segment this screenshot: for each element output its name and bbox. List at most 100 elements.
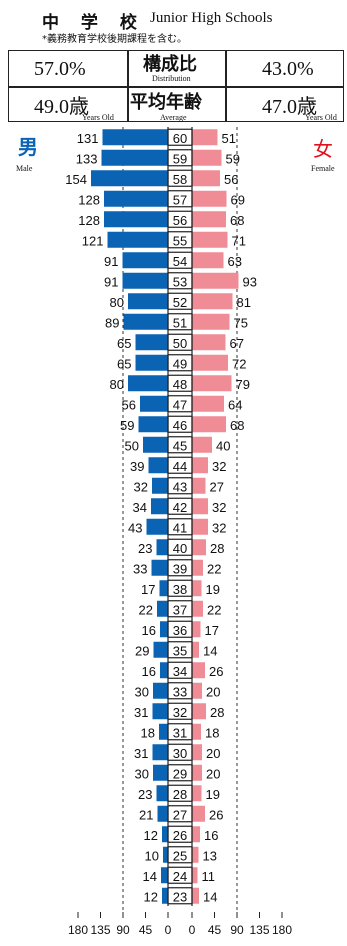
male-value-label: 80 [110,295,124,310]
male-value-label: 30 [135,766,149,781]
female-label-en: Female [311,164,335,173]
age-label: 47 [173,397,187,412]
distribution-label: 構成比 [143,54,197,75]
male-value-label: 59 [120,418,134,433]
female-value-label: 32 [212,459,226,474]
male-bar [152,744,168,761]
female-value-label: 67 [230,336,244,351]
female-value-label: 26 [209,664,223,679]
female-value-label: 18 [205,725,219,740]
female-value-label: 20 [206,746,220,761]
male-bar [104,190,168,207]
age-label: 56 [173,213,187,228]
male-bar [159,723,168,740]
male-bar [153,682,168,699]
x-tick-label-female: 90 [230,923,244,937]
male-bar [122,252,168,269]
x-tick-label-male: 0 [165,923,172,937]
female-value-label: 75 [234,315,248,330]
male-bar [143,436,168,453]
female-bar [192,662,205,679]
male-bar [156,785,168,802]
age-label: 23 [173,889,187,904]
male-value-label: 34 [133,500,147,515]
male-bar [151,559,168,576]
female-value-label: 72 [232,356,246,371]
male-value-label: 16 [142,664,156,679]
female-value-label: 40 [216,438,230,453]
female-value-label: 56 [224,172,238,187]
female-value-label: 22 [207,602,221,617]
male-bar [91,170,168,187]
male-bar [152,703,168,720]
male-bar [128,375,168,392]
male-value-label: 89 [105,315,119,330]
x-tick-label-male: 45 [139,923,153,937]
female-value-label: 14 [203,643,217,658]
male-bar [161,867,168,884]
male-value-label: 12 [144,828,158,843]
male-value-label: 91 [104,254,118,269]
female-bar [192,477,206,494]
female-value-label: 22 [207,561,221,576]
female-value-label: 19 [206,787,220,802]
age-label: 57 [173,192,187,207]
female-value-label: 32 [212,500,226,515]
female-value-label: 68 [230,418,244,433]
male-value-label: 22 [139,602,153,617]
male-value-label: 131 [77,131,99,146]
chart-header: 中 学 校 Junior High Schools *義務教育学校後期課程を含む… [0,2,347,46]
age-label: 31 [173,725,187,740]
male-bar [135,354,168,371]
female-bar [192,149,222,166]
male-bar [153,641,168,658]
age-label: 41 [173,520,187,535]
age-label: 54 [173,254,187,269]
female-value-label: 79 [236,377,250,392]
female-bar [192,354,228,371]
age-label: 59 [173,151,187,166]
title-en: Junior High Schools [150,10,273,26]
male-value-label: 39 [130,459,144,474]
female-value-label: 81 [237,295,251,310]
male-value-label: 23 [138,541,152,556]
x-tick-label-female: 45 [208,923,222,937]
male-ratio: 57.0% [34,58,86,80]
female-bar [192,518,208,535]
title-note: *義務教育学校後期課程を含む。 [42,34,187,45]
male-value-label: 18 [141,725,155,740]
age-label: 48 [173,377,187,392]
title-jp: 中 学 校 [42,13,145,33]
male-bar [128,293,168,310]
male-value-label: 128 [78,213,100,228]
female-bar [192,641,199,658]
age-label: 53 [173,274,187,289]
male-bar [140,395,168,412]
female-bar [192,190,227,207]
male-value-label: 43 [128,520,142,535]
female-bar [192,170,220,187]
age-label: 24 [173,869,187,884]
female-bar [192,211,226,228]
male-value-label: 56 [122,397,136,412]
age-label: 44 [173,459,187,474]
male-bar [157,805,168,822]
female-bar [192,559,203,576]
male-label-jp: 男 [18,135,38,159]
female-value-label: 26 [209,807,223,822]
female-bar [192,539,206,556]
age-label: 46 [173,418,187,433]
age-label: 49 [173,356,187,371]
age-label: 36 [173,623,187,638]
female-bar [192,375,232,392]
age-label: 52 [173,295,187,310]
male-bar [157,600,168,617]
average-label: 平均年齢 [130,92,202,113]
female-bar [192,703,206,720]
female-value-label: 64 [228,397,242,412]
male-value-label: 10 [145,848,159,863]
female-value-label: 51 [222,131,236,146]
female-value-label: 13 [203,848,217,863]
female-bar [192,436,212,453]
female-bar [192,293,233,310]
